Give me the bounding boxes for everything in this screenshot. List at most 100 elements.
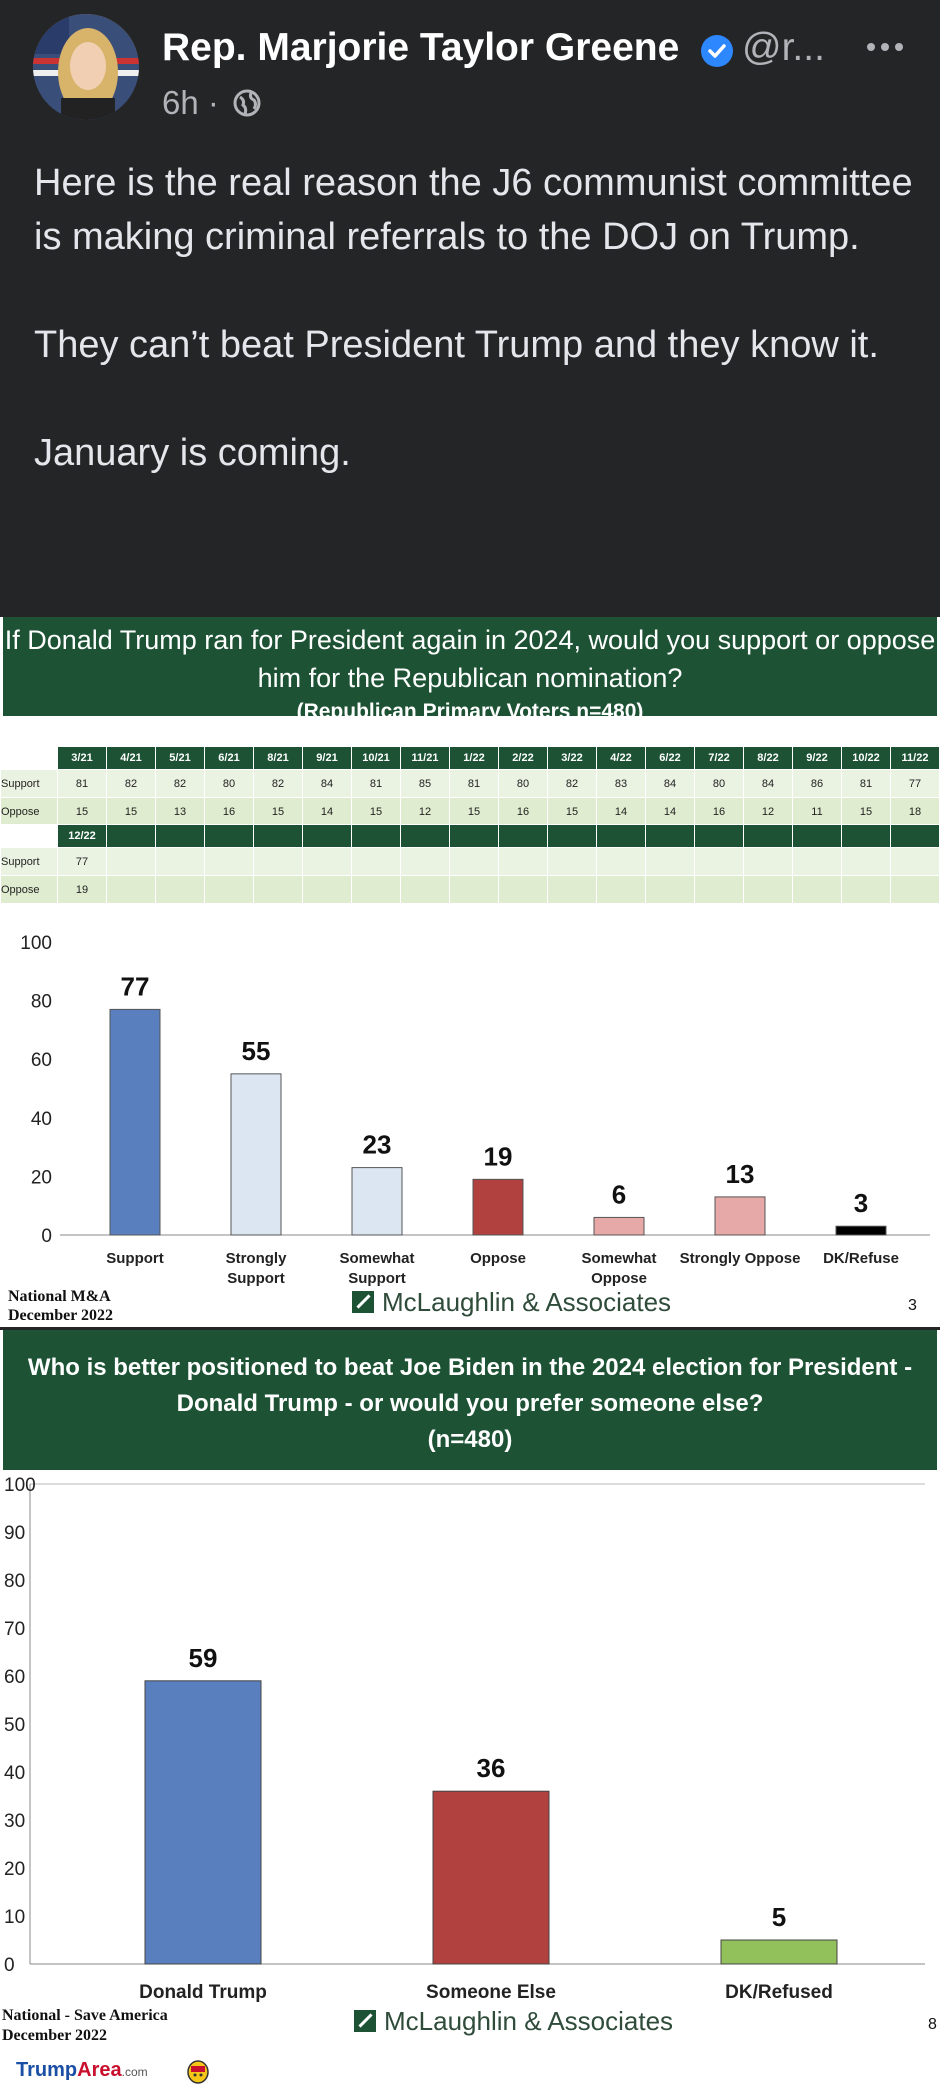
more-options-icon[interactable] <box>866 40 904 54</box>
site-name[interactable]: TrumpArea.com <box>16 2059 148 2082</box>
pollster-name: McLaughlin & Associates <box>382 1287 672 1317</box>
x-tick-label: DK/Refused <box>725 1982 833 2003</box>
table-cell-empty <box>400 875 450 904</box>
table-cell: 18 <box>890 797 940 826</box>
table-cell-empty <box>547 824 597 848</box>
table-cell-empty <box>449 847 499 876</box>
table-cell-empty <box>253 875 303 904</box>
post-timestamp[interactable]: 6h · <box>162 84 219 121</box>
table-cell: 84 <box>302 769 352 798</box>
x-tick-label: Somewhat Oppose <box>581 1250 656 1287</box>
table-cell-empty <box>106 824 156 848</box>
table-row-label: Support <box>0 847 58 876</box>
bar <box>230 1073 282 1236</box>
y-tick-label: 90 <box>4 1523 25 1544</box>
poll-image-1[interactable]: If Donald Trump ran for President again … <box>0 617 940 1327</box>
y-tick-label: 30 <box>4 1811 25 1832</box>
table-cell: 84 <box>743 769 793 798</box>
source-line: December 2022 <box>2 2027 107 2044</box>
bar <box>351 1167 403 1236</box>
pollster-logo: McLaughlin & Associates <box>352 1287 671 1318</box>
table-cell: 82 <box>547 769 597 798</box>
globe-icon <box>233 89 261 117</box>
page-number: 3 <box>908 1297 917 1314</box>
table-cell: 12 <box>743 797 793 826</box>
table-cell-empty <box>645 824 695 848</box>
table-cell-empty <box>351 875 401 904</box>
y-tick-label: 20 <box>31 1167 52 1188</box>
table-cell: 80 <box>204 769 254 798</box>
x-tick-label: Somewhat Support <box>339 1250 414 1287</box>
table-cell-empty <box>400 824 450 848</box>
y-tick-label: 0 <box>41 1226 52 1247</box>
poll-1-header: If Donald Trump ran for President again … <box>3 617 937 723</box>
bar <box>144 1680 262 1965</box>
table-cell-empty <box>841 824 891 848</box>
table-cell: 82 <box>253 769 303 798</box>
table-row-label: Oppose <box>0 875 58 904</box>
table-cell: 15 <box>57 797 107 826</box>
table-date: 9/21 <box>302 746 352 770</box>
table-date: 8/22 <box>743 746 793 770</box>
poll-1-trend-table-2: 12/22 Support 77 Oppose 19 <box>0 824 940 904</box>
table-cell: 77 <box>57 847 107 876</box>
author-handle[interactable]: @r... <box>742 26 825 69</box>
data-label: 3 <box>854 1188 868 1218</box>
poll-image-2[interactable]: Who is better positioned to beat Joe Bid… <box>0 1330 940 2052</box>
poll-1-trend-table: 3/21 4/21 5/21 6/21 8/21 9/21 10/21 11/21 1/22 2/… <box>0 746 940 826</box>
author-avatar[interactable] <box>33 14 139 120</box>
table-cell: 81 <box>57 769 107 798</box>
table-date: 11/21 <box>400 746 450 770</box>
data-label: 13 <box>726 1159 755 1189</box>
source-line: National - Save America <box>2 2007 168 2024</box>
x-tick-label: Donald Trump <box>139 1982 267 2003</box>
bar <box>109 1008 161 1236</box>
table-cell-empty <box>743 824 793 848</box>
data-label: 36 <box>477 1753 506 1783</box>
table-cell: 15 <box>547 797 597 826</box>
table-cell-empty <box>645 847 695 876</box>
table-cell-empty <box>302 847 352 876</box>
pollster-logo: McLaughlin & Associates <box>354 2006 673 2037</box>
table-cell-empty <box>890 847 940 876</box>
table-date: 4/22 <box>596 746 646 770</box>
bar <box>472 1178 524 1236</box>
x-tick-label: Strongly Oppose <box>680 1250 801 1267</box>
bar <box>835 1225 887 1236</box>
data-label: 5 <box>772 1902 786 1932</box>
table-cell: 82 <box>155 769 205 798</box>
table-cell-empty <box>743 847 793 876</box>
source-line: December 2022 <box>8 1307 113 1324</box>
table-cell: 83 <box>596 769 646 798</box>
author-name[interactable]: Rep. Marjorie Taylor Greene <box>162 26 680 69</box>
y-tick-label: 100 <box>20 933 52 954</box>
table-cell: 15 <box>351 797 401 826</box>
x-tick-label: Support <box>106 1250 164 1267</box>
table-cell-empty <box>596 875 646 904</box>
table-row-label: Support <box>0 769 58 798</box>
table-cell-empty <box>253 824 303 848</box>
post-text: Here is the real reason the J6 communist… <box>34 156 914 480</box>
maga-hat-icon <box>187 2060 209 2084</box>
table-row-label: Oppose <box>0 797 58 826</box>
table-cell-empty <box>302 824 352 848</box>
table-cell-empty <box>351 824 401 848</box>
table-cell-empty <box>498 824 548 848</box>
data-label: 55 <box>242 1036 271 1066</box>
poll-2-source: National - Save America December 2022 <box>2 2006 168 2046</box>
table-cell: 77 <box>890 769 940 798</box>
table-cell: 15 <box>106 797 156 826</box>
x-tick-label: DK/Refuse <box>823 1250 899 1267</box>
bar <box>720 1939 838 1965</box>
table-cell-empty <box>449 875 499 904</box>
post-paragraph: January is coming. <box>34 432 351 474</box>
table-cell: 14 <box>596 797 646 826</box>
poll-2-bar-chart: 0 10 20 30 40 50 60 70 80 90 100 59 Donald Trump 36 So… <box>4 1475 925 2003</box>
y-tick-label: 100 <box>4 1475 36 1496</box>
table-date: 5/21 <box>155 746 205 770</box>
table-cell: 16 <box>694 797 744 826</box>
post-header: Rep. Marjorie Taylor Greene @r... 6h · <box>0 0 940 140</box>
table-cell-empty <box>155 824 205 848</box>
table-cell-empty <box>694 847 744 876</box>
table-date: 2/22 <box>498 746 548 770</box>
